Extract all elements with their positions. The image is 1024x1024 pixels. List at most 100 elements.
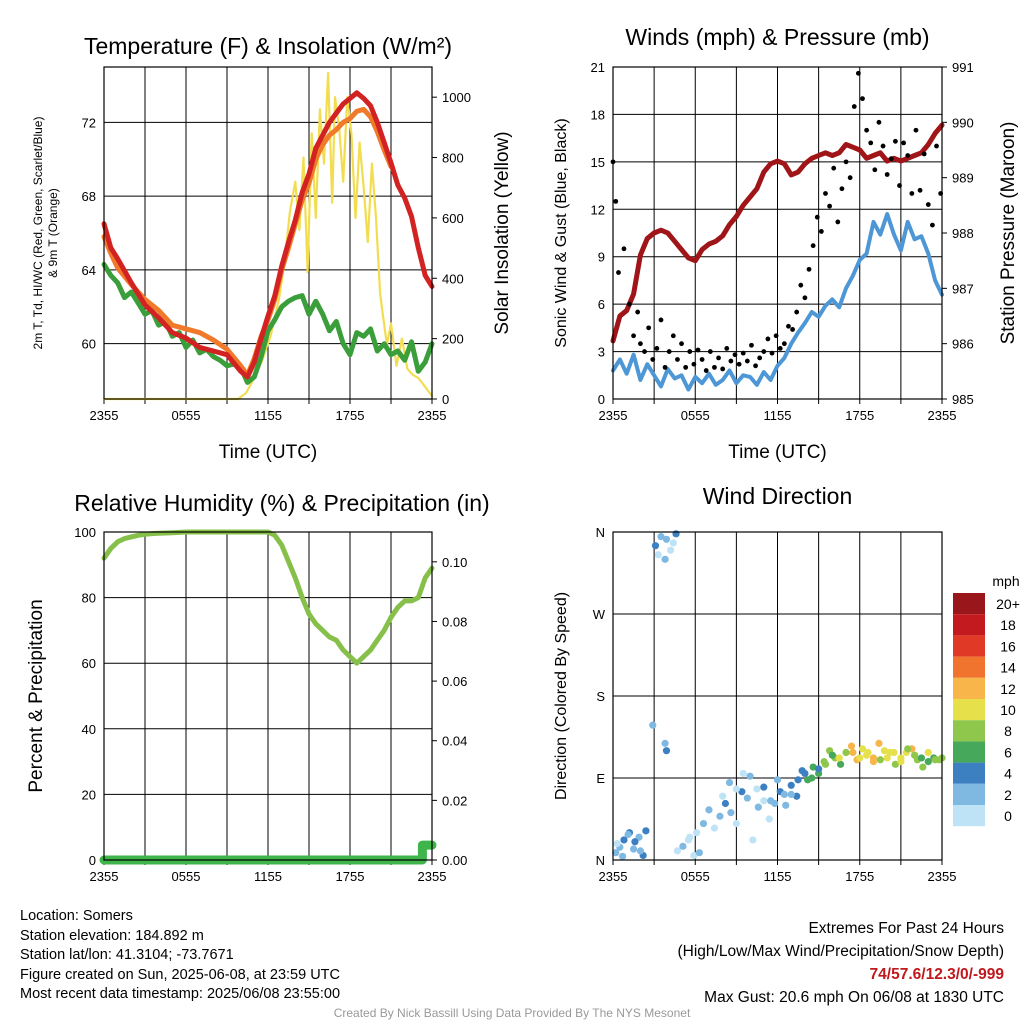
direction-point [782,801,790,809]
temp-y2tick-label: 0 [442,392,449,407]
direction-point [695,849,703,857]
temp-xtick-label: 2355 [90,408,119,423]
temp-xtick-label: 0555 [172,408,201,423]
rh-ytick-label: 80 [82,591,96,606]
direction-point [767,797,775,805]
rh-ylabel: Percent & Precipitation [26,599,47,792]
wind-series-line [611,212,944,392]
direction-point [765,815,773,823]
gust-point [642,349,647,354]
colorbar-label: 6 [1004,744,1012,760]
winds-y2tick-label: 986 [952,337,974,352]
dir-xtick-label: 1155 [764,869,792,884]
temp-ylabel2: Solar Insolation (Yellow) [492,131,513,334]
direction-point [662,747,671,755]
gust-point [720,366,726,372]
temp-series-2m-t [101,90,435,380]
rh-ytick-label: 100 [74,525,96,540]
dir-ytick-label: N [596,853,605,868]
winds-xtick-label: 1755 [845,408,874,423]
direction-point [662,535,671,543]
rh-y2tick-label: 0.04 [442,734,467,749]
gust-point [876,119,882,125]
speed-colorbar: mph 20+ 18 16 14 12 10 8 6 4 2 0 [953,573,1020,827]
rh-frame [103,531,433,861]
gust-point [897,183,902,188]
winds-y2tick-label: 989 [952,171,974,186]
direction-point [760,783,768,791]
gust-point [917,187,923,193]
temp-y2tick-label: 400 [442,271,464,286]
gust-point [872,167,878,173]
gust-point [851,104,857,109]
direction-point [801,769,809,778]
temp-y2tick-label: 1000 [442,90,471,105]
temperature-panel: 2355 0555 1155 1755 2355 60 64 68 72 0 200 400 600 80… [31,33,513,463]
winds-y2tick-label: 990 [952,115,974,130]
dir-title: Wind Direction [703,483,853,509]
direction-point [753,785,761,793]
gust-point [855,70,861,76]
winds-xtick-label: 2355 [599,408,628,423]
dir-ytick-label: W [593,607,606,622]
extremes-title: Extremes For Past 24 Hours [808,920,1004,937]
extremes-legend: (High/Low/Max Wind/Precipitation/Snow De… [677,943,1005,960]
station-elevation: Station elevation: 184.892 m [20,927,204,944]
colorbar-label: 8 [1004,723,1012,739]
direction-point [890,748,898,757]
direction-point [743,794,751,802]
direction-point [793,792,801,800]
colorbar-swatch [953,720,985,742]
winds-xtick-label: 0555 [681,408,710,423]
max-gust: Max Gust: 20.6 mph On 06/08 at 1830 UTC [704,989,1004,1006]
gust-point [839,186,845,192]
rh-xtick-label: 2355 [418,869,447,884]
winds-ytick-label: 12 [591,202,605,217]
gust-point [728,358,734,364]
direction-point [754,803,762,811]
gust-point [798,282,804,288]
direction-point [787,781,795,789]
colorbar-title: mph [992,573,1019,589]
direction-point [931,756,939,764]
gust-point [905,153,911,158]
colorbar-swatch [953,677,985,699]
direction-point [869,758,878,766]
direction-point [828,751,836,759]
temp-y2tick-label: 800 [442,151,464,166]
gust-point [818,229,824,234]
gust-point [666,349,672,354]
station-info: Location: Somers Station elevation: 184.… [20,907,340,1005]
direction-point [636,847,645,855]
gust-point [650,357,656,362]
gust-point [831,165,837,171]
pressure-series-line [610,122,945,344]
direction-point [808,774,816,782]
direction-point [815,765,823,773]
gust-point [679,341,684,347]
gust-point [868,140,874,146]
winds-ylabel2: Station Pressure (Maroon) [998,122,1019,345]
gust-point [921,151,927,157]
gust-point [913,127,919,133]
direction-point [842,748,850,757]
gust-point [909,191,915,196]
gust-point [790,327,795,332]
direction-point [836,760,845,768]
direction-point [620,836,628,844]
gust-point [724,346,730,351]
gust-point [687,349,693,354]
colorbar-label: 14 [1000,660,1016,676]
direction-point [624,830,632,839]
direction-point [794,776,802,784]
rh-title: Relative Humidity (%) & Precipitation (i… [74,490,489,516]
direction-point [897,758,905,766]
gust-point [744,358,750,364]
direction-point [904,745,912,753]
gust-point [802,295,808,301]
gust-point [786,323,791,329]
gust-point [699,357,705,362]
rh-y2tick-label: 0.02 [442,793,467,808]
